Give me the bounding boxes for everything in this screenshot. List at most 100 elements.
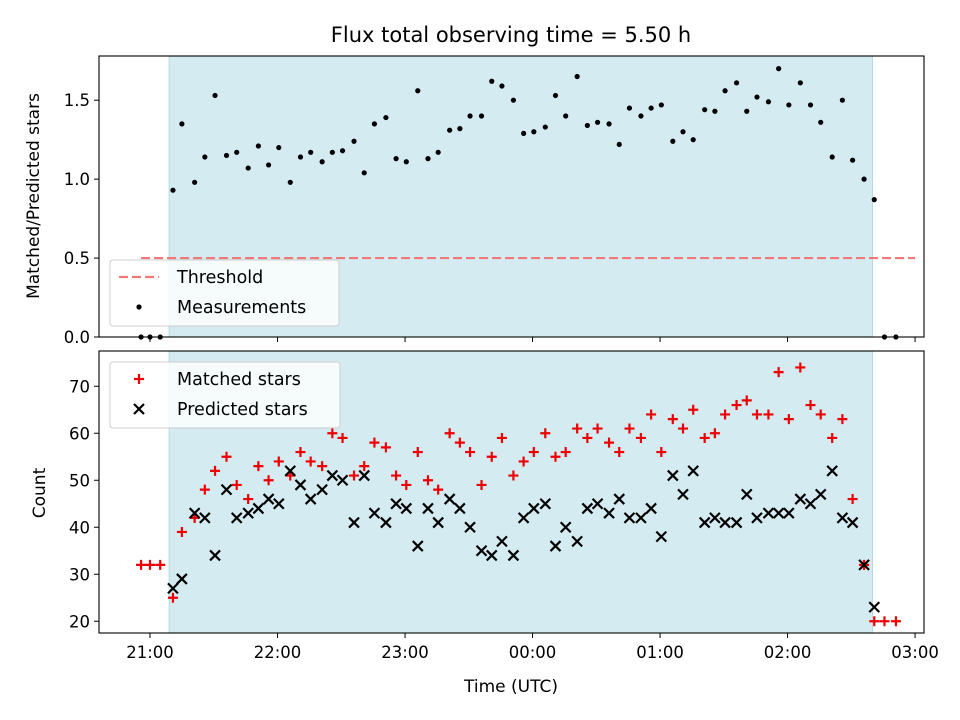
measurement-point	[499, 83, 505, 89]
measurement-point	[415, 88, 421, 94]
axes-frame	[98, 350, 925, 634]
measurement-point	[807, 102, 814, 108]
matched-star-point	[401, 479, 412, 490]
measurement-point	[351, 138, 357, 144]
matched-star-point	[263, 475, 274, 486]
matched-star-point	[391, 470, 402, 481]
predicted-star-point	[719, 516, 731, 529]
predicted-star-point	[262, 493, 275, 505]
predicted-star-point	[284, 465, 297, 477]
matched-star-point	[646, 409, 657, 420]
matched-star-point	[709, 428, 720, 439]
matched-star-point	[572, 423, 583, 434]
matched-star-point	[412, 447, 423, 458]
x-axis-label: Time (UTC)	[463, 677, 558, 697]
predicted-star-point	[846, 516, 859, 529]
measurement-point	[510, 97, 517, 103]
measurement-point	[670, 138, 676, 144]
y-tick-label: 70	[69, 377, 90, 396]
predicted-star-point	[740, 488, 753, 501]
matched-star-point	[540, 428, 551, 439]
x-tick-label: 02:00	[764, 643, 812, 662]
predicted-star-point	[220, 483, 233, 496]
measurement-point	[297, 154, 304, 160]
predicted-star-point	[412, 540, 424, 552]
measurement-point	[531, 129, 537, 135]
matched-star-point	[518, 456, 529, 467]
ratio-y-axis-label: Matched/Predicted stars	[24, 93, 44, 299]
predicted-star-point	[623, 512, 636, 524]
matched-star-point	[614, 447, 625, 458]
x-tick-label: 21:00	[126, 643, 174, 662]
matched-star-point	[327, 428, 338, 439]
matched-star-point	[528, 447, 539, 458]
y-tick-label: 0.5	[64, 249, 90, 268]
measurement-point	[542, 124, 548, 130]
predicted-star-point	[836, 512, 849, 524]
predicted-star-point	[804, 497, 817, 510]
measurement-point	[776, 66, 782, 72]
measurement-point	[319, 159, 325, 165]
x-tick-label: 22:00	[254, 643, 302, 662]
matched-star-point	[199, 484, 210, 495]
y-tick-label: 1.5	[64, 91, 90, 110]
predicted-star-point	[485, 549, 498, 562]
measurement-point	[797, 80, 803, 86]
measurement-point	[722, 88, 728, 94]
predicted-star-point	[358, 469, 371, 482]
matched-star-point	[751, 409, 762, 420]
matched-star-point	[847, 494, 858, 505]
predicted-star-point	[581, 502, 594, 515]
predicted-star-point	[826, 465, 838, 477]
predicted-star-point	[432, 516, 444, 529]
matched-star-point	[136, 559, 147, 570]
chart-title: Flux total observing time = 5.50 h	[331, 23, 691, 47]
matched-star-point	[550, 451, 561, 462]
measurement-point	[754, 94, 760, 100]
matched-star-point	[763, 409, 774, 420]
measurement-point	[849, 157, 856, 163]
measurement-point	[606, 121, 612, 127]
predicted-star-point	[316, 483, 328, 496]
predicted-star-point	[858, 559, 870, 571]
measurement-point	[255, 143, 261, 149]
measurement-point	[829, 154, 835, 160]
matched-star-point	[795, 362, 806, 373]
matched-star-point	[869, 616, 880, 627]
predicted-star-point	[507, 549, 520, 562]
legend-label: Matched stars	[177, 370, 301, 390]
matched-star-point	[337, 432, 348, 443]
matched-star-point	[369, 437, 380, 448]
legend-label: Predicted stars	[177, 400, 308, 420]
measurement-point	[658, 102, 664, 108]
measurement-point	[245, 165, 251, 171]
predicted-star-point	[868, 601, 881, 613]
measurement-point	[563, 113, 569, 119]
legend-matched-swatch	[134, 374, 144, 384]
predicted-star-point	[559, 521, 572, 534]
predicted-star-point	[252, 502, 265, 515]
measurement-point	[393, 156, 399, 162]
measurement-point	[521, 130, 527, 136]
predicted-star-point	[176, 573, 188, 585]
matched-star-point	[349, 470, 360, 481]
predicted-star-point	[517, 512, 530, 524]
matched-star-point	[295, 447, 306, 458]
measurement-point	[744, 108, 750, 114]
predicted-star-point	[645, 502, 657, 515]
predicted-star-point	[709, 512, 721, 524]
predicted-star-point	[188, 507, 201, 519]
matched-star-point	[253, 461, 264, 472]
measurement-point	[648, 105, 654, 111]
matched-star-point	[837, 414, 848, 425]
matched-star-point	[560, 447, 571, 458]
matched-star-point	[731, 400, 742, 411]
predicted-star-point	[528, 502, 540, 515]
matched-star-point	[444, 428, 455, 439]
legend-predicted-swatch	[133, 403, 145, 415]
legend-box	[109, 361, 341, 429]
measurement-point	[733, 80, 740, 86]
predicted-star-point	[677, 488, 689, 501]
measurement-point	[584, 122, 590, 129]
measurement-point	[339, 148, 346, 154]
